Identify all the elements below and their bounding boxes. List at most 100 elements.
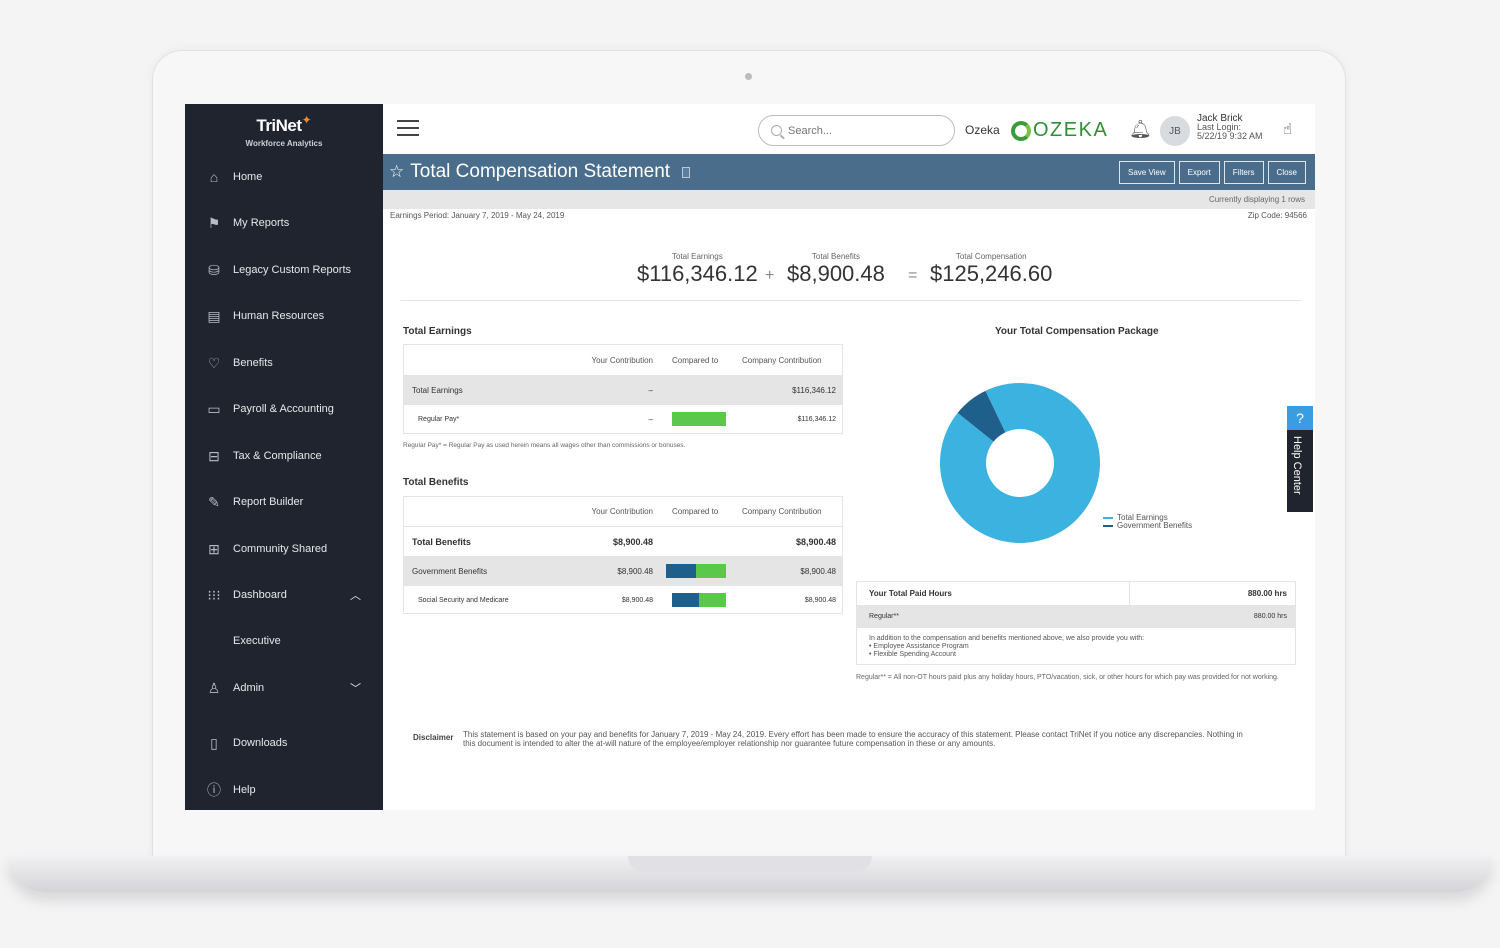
sidebar-item-help[interactable]: ⓘ Help (185, 775, 383, 805)
row-value: 880.00 hrs (1253, 613, 1287, 620)
sidebar-item-community-shared[interactable]: ⊞ Community Shared (185, 534, 383, 564)
row-company: $8,900.48 (804, 596, 836, 604)
header-your-contribution: Your Contribution (591, 507, 653, 516)
zip-code: Zip Code: 94566 (1247, 211, 1307, 220)
sidebar-item-human-resources[interactable]: ▤ Human Resources (185, 301, 383, 331)
home-icon: ⌂ (209, 169, 219, 185)
wallet-icon: ▭ (207, 400, 221, 417)
bell-icon[interactable]: 🔔︎ (1129, 119, 1152, 139)
legend-item-government-benefits: Government Benefits (1103, 522, 1192, 530)
sidebar-item-label: Home (233, 171, 263, 183)
legend-swatch (1103, 525, 1113, 527)
legacy-reports-icon: ⛁ (208, 261, 220, 278)
heart-icon: ♡ (207, 354, 221, 371)
row-company: $8,900.48 (800, 566, 836, 576)
bullet-text: Flexible Spending Account (873, 651, 956, 658)
close-button[interactable]: Close (1267, 161, 1306, 184)
user-name: Jack Brick (1197, 113, 1243, 124)
row-contribution: $8,900.48 (612, 536, 653, 547)
sidebar-item-dashboard[interactable]: ⁝⁝⁝ Dashboard ︿ (185, 580, 383, 610)
row-company: $116,346.12 (797, 416, 836, 423)
ozeka-logo-icon (1011, 120, 1031, 141)
legend-label: Government Benefits (1117, 521, 1193, 530)
row-contribution: $8,900.48 (621, 596, 653, 604)
disclaimer-label: Disclaimer (413, 733, 454, 742)
compensation-donut-chart (940, 383, 1100, 543)
header-compared-to: Compared to (672, 507, 719, 516)
divider (401, 300, 1301, 301)
sidebar-item-label: Payroll & Accounting (233, 403, 334, 415)
sidebar-item-label: My Reports (233, 217, 290, 229)
export-button[interactable]: Export (1178, 161, 1220, 184)
sidebar-item-tax-compliance[interactable]: ⊟ Tax & Compliance (185, 441, 383, 471)
sidebar-item-report-builder[interactable]: ✎ Report Builder (185, 487, 383, 517)
column-divider (1129, 582, 1130, 606)
sidebar-item-label: Benefits (233, 357, 273, 369)
benefits-table: Your Contribution Compared to Company Co… (403, 496, 843, 614)
row-contribution: $8,900.48 (617, 566, 653, 576)
save-view-button[interactable]: Save View (1118, 161, 1175, 184)
question-icon: ? (1287, 406, 1313, 430)
row-label: Government Benefits (412, 566, 488, 576)
logo-name: TriNet (256, 116, 302, 135)
search-input[interactable] (788, 124, 938, 137)
search-box[interactable] (758, 115, 955, 146)
chart-title: Your Total Compensation Package (995, 326, 1159, 337)
summary-benefits-value: $8,900.48 (787, 261, 885, 286)
table-row: Regular** 880.00 hrs (857, 606, 1295, 628)
sidebar-item-admin[interactable]: ♙ Admin ﹀ (185, 673, 383, 703)
comparison-bar (672, 593, 726, 607)
row-contribution: – (648, 385, 653, 395)
filters-button[interactable]: Filters (1223, 161, 1264, 184)
hamburger-menu-icon[interactable] (397, 120, 419, 137)
legend-label: Total Earnings (1117, 513, 1168, 522)
row-company: $116,346.12 (792, 385, 836, 395)
row-count-bar: Currently displaying 1 rows (383, 190, 1315, 209)
row-contribution: – (648, 415, 653, 424)
sidebar-item-benefits[interactable]: ♡ Benefits (185, 348, 383, 378)
disclaimer-text: This statement is based on your pay and … (463, 730, 1243, 748)
donut-slice-government-benefits[interactable] (957, 390, 1006, 442)
chevron-down-icon: ﹀ (350, 683, 361, 695)
user-info: Jack Brick Last Login: 5/22/19 9:32 AM (1197, 114, 1263, 141)
company-logo: OZEKA (1011, 119, 1108, 142)
title-bar-actions: Save View Export Filters Close (1115, 161, 1306, 184)
app-screen: TriNet✦ Workforce Analytics ⌂ Home ⚑ My … (185, 104, 1315, 810)
header-your-contribution: Your Contribution (591, 355, 653, 365)
help-center-tab[interactable]: ? Help Center (1287, 406, 1313, 512)
employee-share-bar (666, 564, 696, 578)
chart-legend: Total Earnings Government Benefits (1103, 514, 1192, 530)
sidebar-item-payroll-accounting[interactable]: ▭ Payroll & Accounting (185, 394, 383, 424)
header-company-contribution: Company Contribution (742, 507, 822, 516)
title-bar: ☆ Total Compensation Statement Save View… (383, 154, 1315, 190)
top-bar: Ozeka OZEKA 🔔︎ JB Jack Brick Last Login:… (383, 104, 1315, 154)
row-label: Regular Pay* (418, 416, 460, 423)
sidebar-item-label: Downloads (233, 737, 288, 749)
sidebar-item-downloads[interactable]: ▯ Downloads (185, 728, 383, 758)
trinet-logo[interactable]: TriNet✦ Workforce Analytics (185, 113, 383, 148)
company-share-bar (699, 593, 726, 607)
paid-hours-header-row: Your Total Paid Hours 880.00 hrs (857, 582, 1295, 606)
star-icon[interactable]: ☆ (389, 162, 405, 181)
sidebar-item-label: Tax & Compliance (233, 450, 322, 462)
sidebar-item-home[interactable]: ⌂ Home (185, 162, 383, 192)
earnings-period: Earnings Period: January 7, 2019 - May 2… (390, 211, 565, 220)
sidebar-item-my-reports[interactable]: ⚑ My Reports (185, 208, 383, 238)
laptop-notch (628, 856, 872, 872)
admin-icon: ♙ (207, 679, 221, 696)
sidebar-item-label: Admin (233, 682, 265, 694)
sidebar-subitem-executive[interactable]: Executive (185, 626, 383, 656)
sidebar-item-label: Human Resources (233, 310, 325, 322)
pointer-icon[interactable]: ☝︎ (1283, 121, 1293, 138)
document-icon[interactable] (682, 166, 691, 178)
sidebar-item-legacy-custom-reports[interactable]: ⛁ Legacy Custom Reports (185, 255, 383, 285)
plus-sign: + (765, 267, 775, 284)
company-share-bar (672, 412, 726, 426)
search-icon (771, 125, 782, 136)
logo-spark-icon: ✦ (301, 113, 312, 127)
table-row: Social Security and Medicare $8,900.48 $… (404, 586, 842, 614)
paid-hours-title: Your Total Paid Hours (869, 589, 952, 598)
paid-hours-table: Your Total Paid Hours 880.00 hrs Regular… (856, 581, 1296, 665)
avatar[interactable]: JB (1160, 116, 1190, 146)
donut-slice-total-earnings[interactable] (940, 383, 1100, 543)
